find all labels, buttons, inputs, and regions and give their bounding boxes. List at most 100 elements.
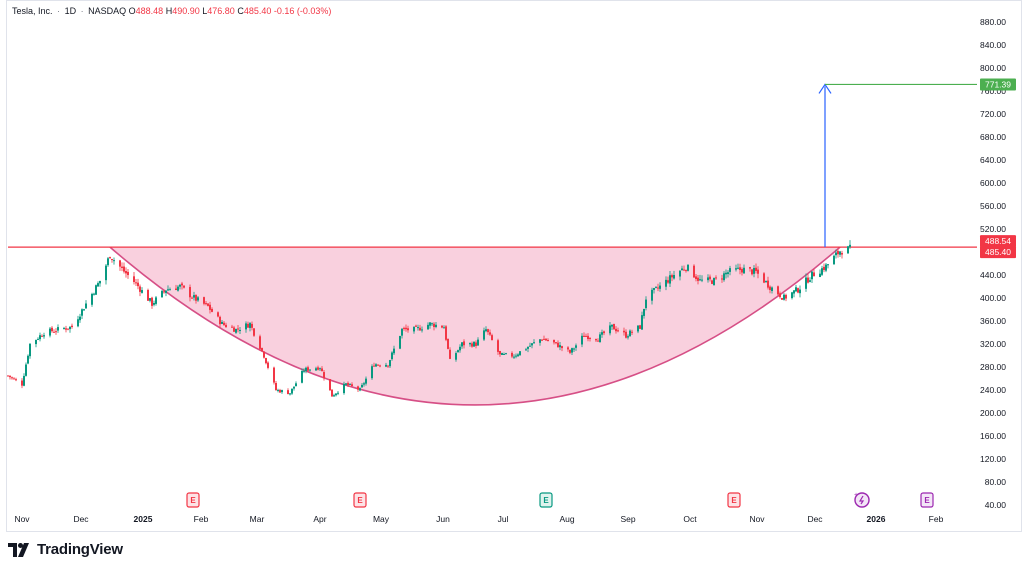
candle-body (407, 328, 409, 331)
candle-body (265, 358, 267, 364)
candle-body (595, 339, 597, 341)
candle-body (133, 276, 135, 283)
candle-body (463, 341, 465, 346)
candle-body (641, 315, 643, 330)
candle-body (583, 335, 585, 337)
candle-body (105, 265, 107, 281)
candle-body (273, 367, 275, 383)
candle-body (321, 368, 323, 372)
candle-body (175, 288, 177, 291)
candle-body (569, 349, 571, 353)
candle-body (289, 393, 291, 395)
candle-body (113, 260, 115, 262)
candle-body (237, 328, 239, 330)
candle-body (695, 276, 697, 280)
candle-body (473, 342, 475, 347)
candle-body (819, 273, 821, 278)
candle-body (505, 353, 507, 355)
candle-body (137, 282, 139, 287)
candle-body (757, 269, 759, 274)
candle-body (69, 326, 71, 330)
candle-body (293, 386, 295, 389)
y-tick-label: 560.00 (980, 201, 1006, 211)
candle-body (77, 319, 79, 327)
candle-body (435, 324, 437, 327)
candle-body (123, 266, 125, 272)
candle-body (483, 330, 485, 340)
candle-body (459, 346, 461, 351)
candle-body (305, 367, 307, 371)
candle-body (559, 345, 561, 348)
candle-body (387, 365, 389, 367)
candle-body (615, 328, 617, 332)
candle-body (609, 325, 611, 334)
legend-symbol[interactable]: Tesla, Inc. (12, 6, 53, 16)
y-tick-label: 80.00 (985, 477, 1007, 487)
y-tick-label: 160.00 (980, 431, 1006, 441)
legend-high-label: H (165, 6, 173, 16)
legend-change: -0.16 (-0.03%) (273, 6, 332, 16)
candle-body (527, 347, 529, 349)
candle-body (223, 322, 225, 325)
candle-body (333, 395, 335, 397)
candle-body (71, 325, 73, 328)
candle-body (23, 375, 25, 386)
candle-body (267, 362, 269, 368)
candle-body (475, 342, 477, 346)
chart-canvas[interactable]: 880.00 840.00 800.00 760.00 720.00 680.00 640.… (0, 0, 1024, 532)
candle-body (55, 331, 57, 333)
candle-body (85, 303, 87, 309)
time-axis[interactable]: Nov Dec 2025 Feb Mar Apr May Jun Jul Aug Sep Oct Nov… (14, 514, 943, 524)
price-label: 485.40 (985, 247, 1011, 257)
candle-body (799, 289, 801, 294)
candle-body (347, 382, 349, 386)
candle-body (301, 370, 303, 383)
candle-body (837, 251, 839, 255)
x-tick-label: Dec (73, 514, 89, 524)
candle-body (657, 287, 659, 289)
y-tick-label: 120.00 (980, 454, 1006, 464)
price-axis[interactable]: 880.00 840.00 800.00 760.00 720.00 680.00 640.… (980, 17, 1016, 510)
price-label: 488.54 (985, 236, 1011, 246)
candle-body (755, 267, 757, 271)
candle-body (781, 297, 783, 300)
candles-group (7, 240, 851, 397)
candle-body (833, 255, 835, 265)
candle-body (525, 349, 527, 351)
tradingview-brand[interactable]: TradingView (8, 541, 123, 558)
candle-body (189, 286, 191, 298)
candle-body (611, 324, 613, 327)
candle-body (469, 343, 471, 345)
candle-body (349, 383, 351, 385)
y-tick-label: 520.00 (980, 224, 1006, 234)
candle-body (179, 284, 181, 287)
candle-body (683, 269, 685, 271)
candle-body (503, 353, 505, 355)
candle-body (7, 375, 9, 377)
symbol-legend[interactable]: Tesla, Inc. · 1D · NASDAQ O488.48 H490.9… (12, 6, 331, 16)
x-tick-label: 2026 (867, 514, 886, 524)
candle-body (617, 330, 619, 332)
candle-body (417, 327, 419, 329)
legend-interval[interactable]: 1D (64, 6, 77, 16)
candle-body (823, 266, 825, 271)
y-tick-label: 880.00 (980, 17, 1006, 27)
candle-body (847, 246, 849, 254)
candle-body (769, 286, 771, 290)
candle-body (679, 270, 681, 277)
y-tick-label: 240.00 (980, 385, 1006, 395)
y-tick-label: 280.00 (980, 362, 1006, 372)
candle-body (319, 368, 321, 370)
candle-body (315, 368, 317, 371)
candle-body (653, 288, 655, 290)
candle-body (543, 338, 545, 340)
candle-body (735, 268, 737, 270)
earnings-marker (353, 492, 367, 508)
candle-body (403, 327, 405, 329)
candle-body (809, 280, 811, 282)
candle-body (181, 283, 183, 286)
y-tick-label: 360.00 (980, 316, 1006, 326)
event-marker (854, 492, 870, 508)
candle-body (371, 366, 373, 379)
candle-body (37, 338, 39, 340)
